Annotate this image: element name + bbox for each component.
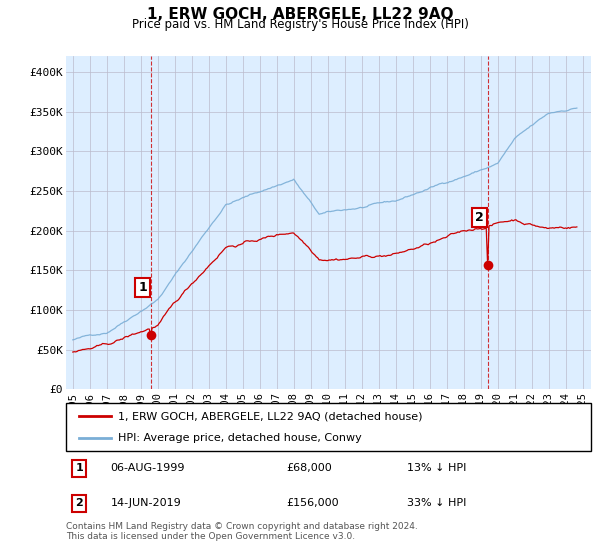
Text: £156,000: £156,000 — [287, 498, 339, 508]
Text: 1: 1 — [75, 464, 83, 473]
Text: 06-AUG-1999: 06-AUG-1999 — [110, 464, 185, 473]
Text: 2: 2 — [475, 211, 484, 225]
Text: Price paid vs. HM Land Registry's House Price Index (HPI): Price paid vs. HM Land Registry's House … — [131, 18, 469, 31]
Text: HPI: Average price, detached house, Conwy: HPI: Average price, detached house, Conw… — [119, 433, 362, 443]
Text: 14-JUN-2019: 14-JUN-2019 — [110, 498, 181, 508]
Text: Contains HM Land Registry data © Crown copyright and database right 2024.
This d: Contains HM Land Registry data © Crown c… — [66, 522, 418, 542]
Text: 13% ↓ HPI: 13% ↓ HPI — [407, 464, 467, 473]
Text: 2: 2 — [75, 498, 83, 508]
Text: £68,000: £68,000 — [287, 464, 332, 473]
Text: 1, ERW GOCH, ABERGELE, LL22 9AQ (detached house): 1, ERW GOCH, ABERGELE, LL22 9AQ (detache… — [119, 411, 423, 421]
Text: 33% ↓ HPI: 33% ↓ HPI — [407, 498, 467, 508]
Text: 1: 1 — [138, 281, 147, 294]
Text: 1, ERW GOCH, ABERGELE, LL22 9AQ: 1, ERW GOCH, ABERGELE, LL22 9AQ — [147, 7, 453, 22]
